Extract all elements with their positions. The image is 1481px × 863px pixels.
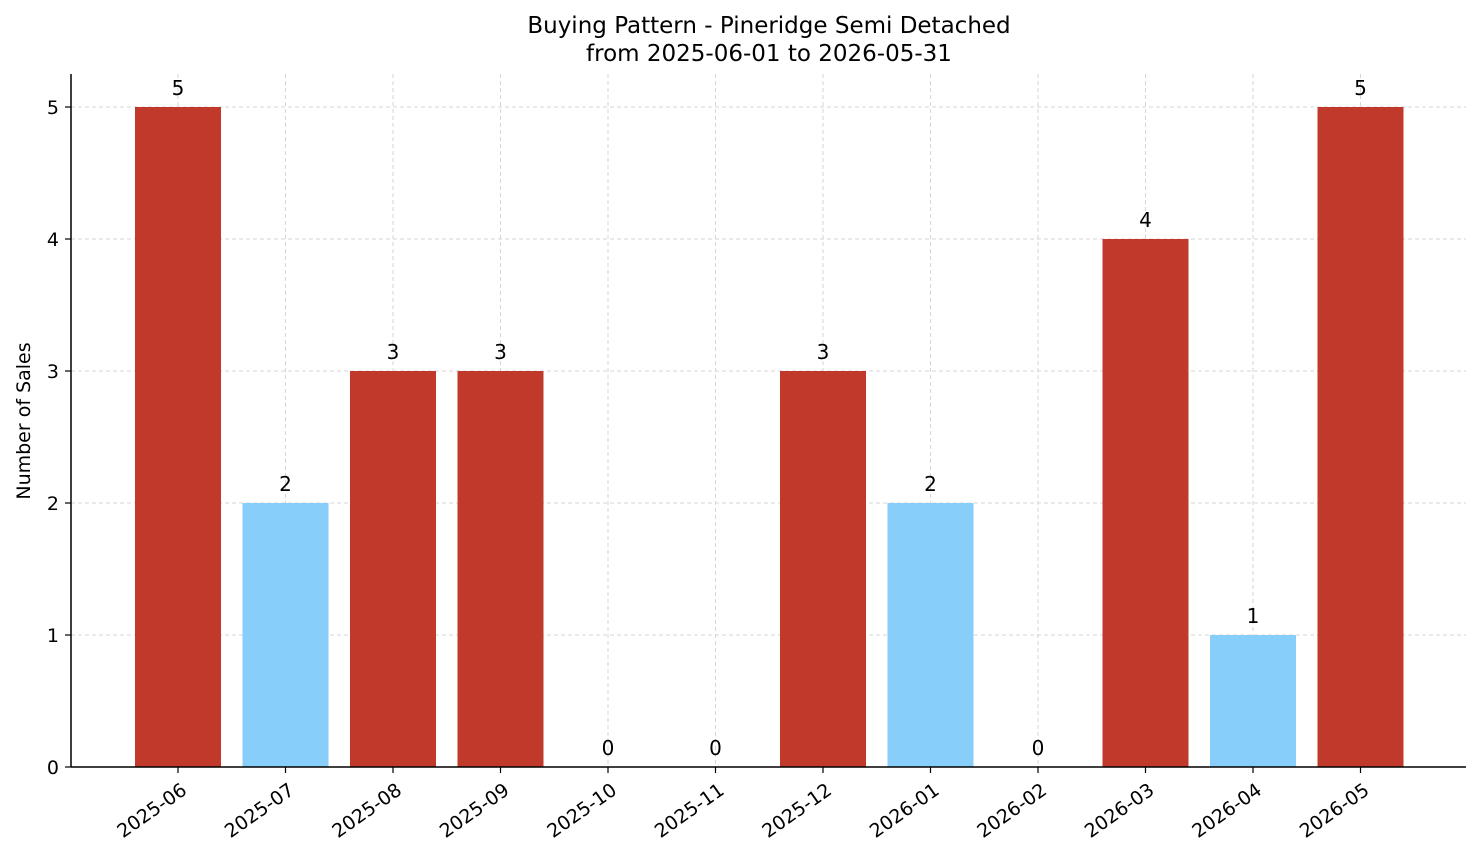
bar-value-label: 5: [172, 76, 185, 100]
x-tick-label: 2025-11: [651, 779, 729, 843]
bar-value-label: 0: [709, 736, 722, 760]
bar: [887, 503, 974, 767]
chart-title-line1: Buying Pattern - Pineridge Semi Detached: [527, 13, 1010, 39]
x-tick-label: 2025-07: [221, 779, 299, 843]
bar-layer: [135, 107, 1404, 767]
bar: [457, 371, 544, 767]
x-tick-label: 2025-10: [543, 779, 621, 843]
x-tick-label: 2026-03: [1081, 779, 1159, 843]
chart-title-line2: from 2025-06-01 to 2026-05-31: [586, 41, 952, 67]
bar-value-label: 0: [602, 736, 615, 760]
y-tick-label: 2: [47, 493, 59, 515]
bar: [135, 107, 221, 767]
y-tick-label: 3: [47, 361, 59, 383]
bar-value-label: 3: [387, 340, 400, 364]
x-tick-label: 2025-12: [758, 779, 836, 843]
bar: [350, 371, 436, 767]
y-axis-label: Number of Sales: [13, 342, 35, 499]
bar: [242, 503, 329, 767]
data-label-layer: 5 2 3 3 0 0 3 2 0 4 1 5: [172, 76, 1367, 760]
bar: [780, 371, 866, 767]
bar-value-label: 2: [924, 472, 937, 496]
x-tick-label: 2026-04: [1188, 779, 1266, 843]
bar-value-label: 2: [279, 472, 292, 496]
y-tick-label: 5: [47, 97, 59, 119]
bar-value-label: 3: [817, 340, 830, 364]
y-tick-label: 0: [47, 757, 59, 779]
bar-value-label: 0: [1032, 736, 1045, 760]
y-tick-label: 4: [47, 229, 59, 251]
bar: [1317, 107, 1404, 767]
x-tick-label: 2026-02: [973, 779, 1051, 843]
x-tick-label: 2025-08: [328, 779, 406, 843]
bar: [1102, 239, 1189, 767]
bar-value-label: 4: [1139, 208, 1152, 232]
x-tick-label: 2026-05: [1296, 779, 1374, 843]
bar-value-label: 1: [1247, 604, 1260, 628]
x-tick-label: 2025-06: [113, 779, 191, 843]
x-tick-label: 2025-09: [436, 779, 514, 843]
bar: [1210, 635, 1296, 767]
x-tick-label: 2026-01: [866, 779, 944, 843]
bar-value-label: 5: [1354, 76, 1367, 100]
y-tick-label: 1: [47, 625, 59, 647]
bar-value-label: 3: [494, 340, 507, 364]
